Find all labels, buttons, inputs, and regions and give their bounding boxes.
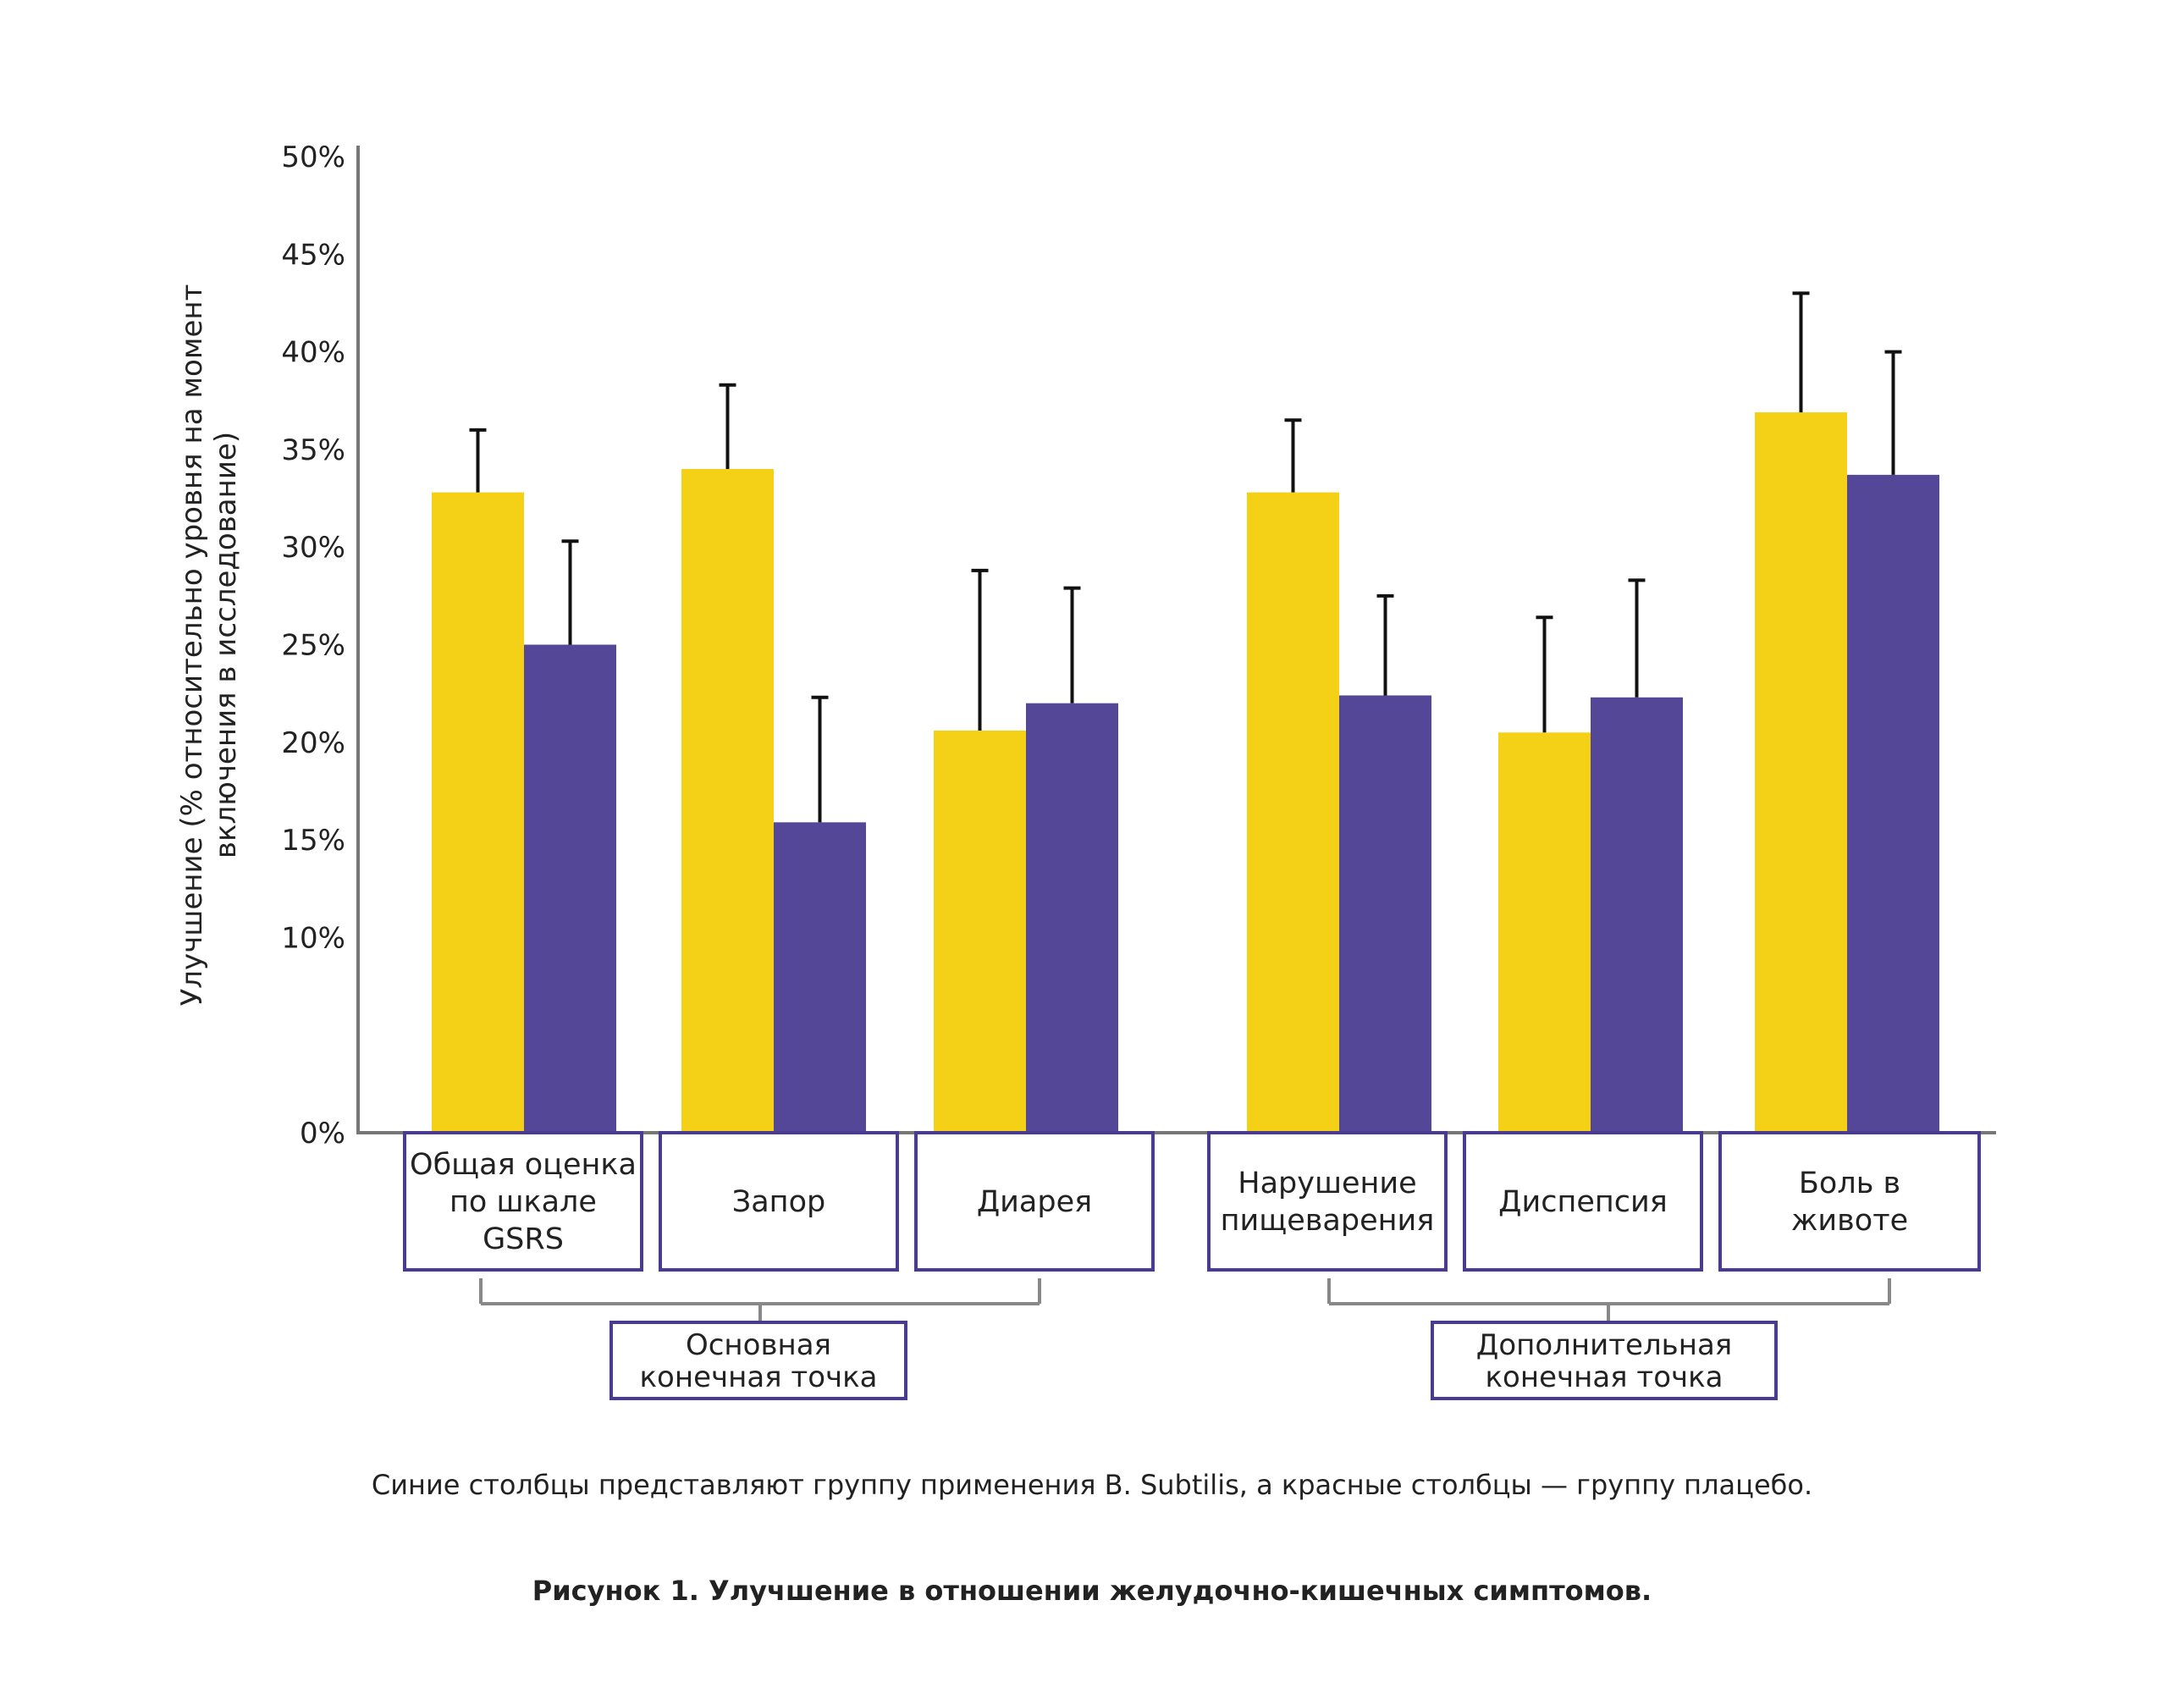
group-brackets: [479, 1278, 1891, 1322]
category-label: пищеварения: [1221, 1204, 1435, 1238]
y-tick-label: 45%: [281, 238, 345, 272]
bar-yellow: [1498, 732, 1591, 1133]
category-label: Боль в: [1799, 1167, 1900, 1200]
category-box: [914, 1131, 1155, 1272]
category-box: [1207, 1131, 1448, 1272]
bar-chart: Улучшение (% относительно уровня на моме…: [175, 141, 1996, 1400]
bar-yellow: [934, 730, 1026, 1133]
y-tick-label: 35%: [281, 433, 345, 467]
bar-purple: [1847, 474, 1939, 1133]
y-tick-label: 0%: [300, 1117, 345, 1150]
bar-purple: [1026, 703, 1118, 1133]
y-axis-label-line-1: Улучшение (% относительно уровня на моме…: [175, 284, 209, 1007]
y-tick-label: 40%: [281, 336, 345, 370]
bar-yellow: [1755, 412, 1847, 1133]
y-tick-label: 15%: [281, 824, 345, 858]
y-tick-labels: 0% 10% 15% 20% 25% 30% 35% 40% 45% 50%: [281, 141, 345, 1150]
group-label: Основная: [686, 1328, 831, 1362]
category-label: GSRS: [483, 1222, 564, 1256]
category-box: [1718, 1131, 1981, 1272]
bars: [432, 412, 1939, 1133]
bar-yellow: [681, 468, 774, 1133]
category-box: [403, 1131, 643, 1272]
y-tick-label: 30%: [281, 531, 345, 565]
category-label: Нарушение: [1238, 1167, 1416, 1200]
group-box: [1431, 1321, 1778, 1400]
y-tick-label: 10%: [281, 921, 345, 955]
group-box: [609, 1321, 907, 1400]
bar-purple: [774, 822, 866, 1133]
category-label: Общая оценка: [410, 1148, 637, 1182]
bar-purple: [524, 644, 616, 1133]
y-axis-label-line-2: включения в исследование): [209, 432, 243, 858]
category-label: Диспепсия: [1498, 1185, 1668, 1219]
bar-purple: [1339, 695, 1431, 1133]
bar-yellow: [1247, 492, 1339, 1133]
chart-note: Синие столбцы представляют группу примен…: [371, 1469, 1813, 1501]
category-box: [659, 1131, 899, 1272]
figure-caption: Рисунок 1. Улучшение в отношении желудоч…: [532, 1575, 1652, 1607]
category-label: Запор: [732, 1185, 825, 1219]
category-label: Диарея: [977, 1185, 1092, 1219]
y-tick-label: 25%: [281, 629, 345, 663]
category-label: по шкале: [449, 1185, 597, 1219]
category-box: [1463, 1131, 1703, 1272]
bar-yellow: [432, 492, 524, 1133]
bar-purple: [1591, 697, 1683, 1133]
y-tick-label: 20%: [281, 726, 345, 760]
y-tick-label: 50%: [281, 141, 345, 174]
group-label: конечная точка: [640, 1360, 878, 1394]
group-label: конечная точка: [1486, 1360, 1723, 1394]
category-label: животе: [1791, 1204, 1908, 1238]
group-label: Дополнительная: [1476, 1328, 1732, 1362]
error-bars: [469, 291, 1902, 823]
